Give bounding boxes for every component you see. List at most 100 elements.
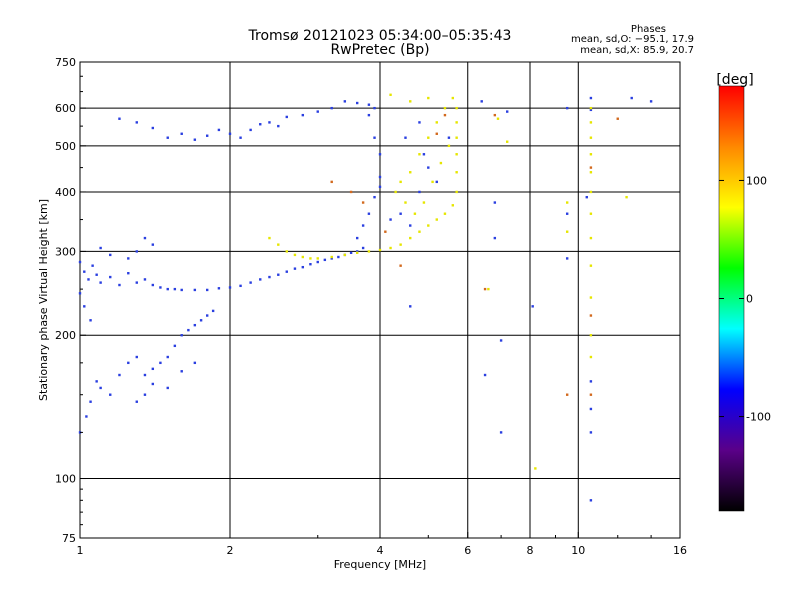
- scatter-point: [389, 93, 392, 96]
- scatter-point: [435, 218, 438, 221]
- scatter-point: [616, 117, 619, 120]
- stats-line-o: mean, sd,O: −95.1, 17.9: [571, 34, 694, 45]
- scatter-point: [301, 265, 305, 269]
- scatter-point: [330, 257, 333, 260]
- scatter-point: [534, 467, 537, 470]
- scatter-point: [455, 136, 458, 139]
- scatter-point: [205, 314, 209, 317]
- scatter-point: [78, 260, 82, 264]
- scatter-point: [180, 370, 183, 373]
- scatter-point: [409, 171, 412, 174]
- scatter-point: [330, 255, 333, 259]
- scatter-point: [293, 253, 297, 257]
- scatter-point: [285, 115, 288, 119]
- x-tick-label: 1: [77, 544, 84, 557]
- scatter-point: [399, 243, 402, 246]
- scatter-point: [135, 355, 138, 359]
- scatter-point: [378, 153, 382, 156]
- scatter-point: [135, 400, 138, 403]
- scatter-point: [399, 264, 402, 267]
- scatter-point: [378, 185, 382, 189]
- scatter-point: [565, 201, 569, 204]
- scatter-point: [483, 287, 487, 291]
- scatter-point: [151, 126, 155, 130]
- scatter-point: [355, 251, 359, 255]
- scatter-point: [277, 124, 280, 128]
- scatter-point: [589, 212, 593, 215]
- scatter-point: [205, 134, 209, 137]
- scatter-point: [135, 281, 138, 284]
- scatter-point: [373, 195, 376, 199]
- scatter-point: [373, 106, 376, 110]
- scatter-point: [435, 132, 438, 135]
- scatter-point: [309, 257, 312, 260]
- scatter-point: [205, 288, 209, 292]
- grid-lines: [80, 62, 680, 538]
- scatter-point: [409, 224, 412, 227]
- scatter-point: [109, 253, 112, 257]
- scatter-point: [166, 287, 169, 291]
- scatter-point: [193, 323, 197, 327]
- scatter-point: [409, 236, 412, 240]
- scatter-point: [159, 286, 162, 289]
- y-tick-label: 500: [55, 140, 76, 153]
- scatter-point: [435, 180, 438, 184]
- scatter-point: [99, 246, 102, 250]
- scatter-point: [173, 344, 177, 348]
- scatter-point: [166, 386, 169, 390]
- scatter-point: [249, 128, 252, 132]
- scatter-point: [343, 100, 347, 103]
- colorbar-tick-label: 100: [746, 174, 767, 187]
- scatter-point: [399, 180, 402, 184]
- scatter-point: [355, 236, 359, 240]
- scatter-point: [118, 373, 121, 377]
- scatter-point: [361, 224, 365, 227]
- scatter-point: [565, 257, 569, 260]
- scatter-point: [404, 201, 407, 204]
- scatter-point: [418, 190, 421, 194]
- scatter-point: [418, 153, 421, 156]
- scatter-point: [217, 287, 221, 290]
- scatter-point: [493, 201, 497, 204]
- x-tick-label: 8: [527, 544, 534, 557]
- x-axis-ticks: 1 2 4 6 8 10 16: [77, 532, 687, 557]
- scatter-point: [277, 273, 280, 276]
- scatter-point: [193, 361, 197, 365]
- scatter-point: [427, 96, 430, 100]
- scatter-point: [625, 195, 628, 199]
- scatter-point: [505, 140, 509, 143]
- x-tick-label: 4: [377, 544, 384, 557]
- scatter-point: [249, 281, 252, 284]
- scatter-point: [378, 248, 382, 252]
- scatter-point: [193, 138, 197, 141]
- scatter-point: [89, 319, 92, 322]
- stats-line-x: mean, sd,X: 85.9, 20.7: [580, 45, 694, 56]
- scatter-point: [389, 218, 392, 221]
- scatter-point: [493, 236, 497, 240]
- scatter-point: [228, 132, 232, 135]
- scatter-point: [78, 292, 82, 295]
- scatter-point: [427, 166, 430, 169]
- scatter-point: [87, 278, 90, 281]
- scatter-point: [166, 355, 169, 359]
- scatter-point: [404, 136, 407, 139]
- scatter-point: [95, 273, 98, 276]
- y-axis-ticks: 75 100 200 300 400 500 600 750: [55, 56, 86, 545]
- y-tick-label: 400: [55, 186, 76, 199]
- scatter-point: [349, 251, 353, 255]
- scatter-point: [589, 106, 593, 110]
- scatter-point: [443, 106, 447, 110]
- scatter-point: [118, 117, 121, 120]
- scatter-point: [109, 275, 112, 279]
- scatter-point: [589, 431, 593, 434]
- scatter-point: [409, 305, 412, 308]
- colorbar-ticks: -100 0 100: [719, 174, 771, 424]
- scatter-point: [496, 117, 500, 120]
- scatter-point: [127, 361, 130, 365]
- scatter-point: [199, 319, 203, 322]
- scatter-point: [89, 400, 92, 403]
- scatter-point: [239, 284, 242, 288]
- scatter-point: [422, 201, 426, 204]
- scatter-point: [589, 166, 593, 169]
- scatter-point: [151, 382, 155, 386]
